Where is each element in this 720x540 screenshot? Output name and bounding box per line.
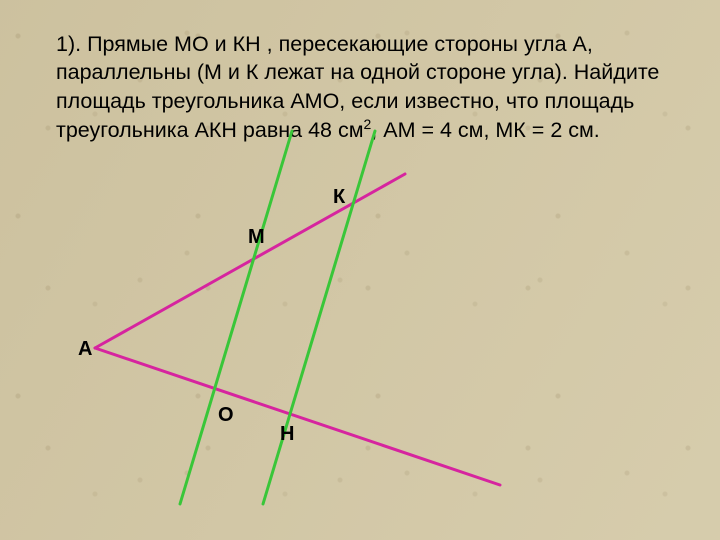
parallel-line-MO — [180, 131, 292, 504]
geometry-diagram — [0, 0, 720, 540]
angle-side-bottom — [95, 348, 500, 485]
point-label-A: А — [78, 338, 92, 361]
point-label-K: К — [333, 186, 345, 209]
parallel-line-KH — [263, 131, 375, 504]
point-label-O: О — [218, 404, 234, 427]
point-label-M: М — [248, 226, 265, 249]
point-label-H: Н — [280, 423, 294, 446]
angle-side-top — [95, 174, 405, 348]
